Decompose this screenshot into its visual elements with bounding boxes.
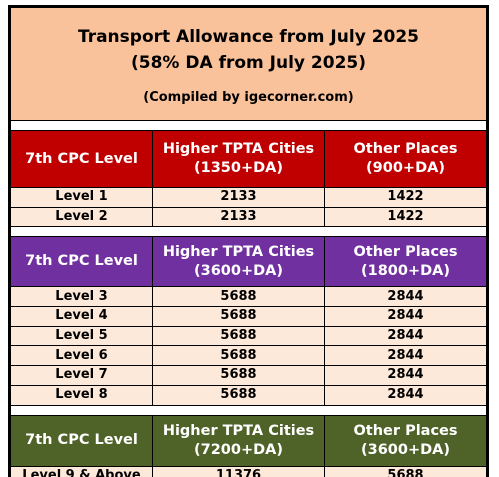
data-cell: 2133 xyxy=(152,206,325,228)
data-row: Level 3 5688 2844 xyxy=(10,286,487,308)
data-cell: Level 2 xyxy=(10,206,153,228)
column-header-line: (900+DA) xyxy=(366,160,445,176)
column-header-line: (1350+DA) xyxy=(193,160,284,176)
data-cell: 5688 xyxy=(324,465,487,477)
data-cell: Level 4 xyxy=(10,306,153,327)
column-header-line: Other Places xyxy=(353,141,458,157)
title: Transport Allowance from July 2025 xyxy=(77,26,420,47)
data-cell: 1422 xyxy=(324,206,487,228)
data-cell: 5688 xyxy=(152,365,325,386)
column-header: 7th CPC Level xyxy=(10,414,153,467)
column-header-line: (1800+DA) xyxy=(360,262,451,279)
data-cell: 2844 xyxy=(324,345,487,367)
data-cell: 1422 xyxy=(324,187,487,208)
column-header-line: Higher TPTA Cities xyxy=(162,422,315,439)
data-cell: Level 8 xyxy=(10,384,153,406)
column-header-line: Higher TPTA Cities xyxy=(162,141,315,157)
column-header: Other Places (1800+DA) xyxy=(324,236,487,288)
section-header: 7th CPC Level Higher TPTA Cities (7200+DA)… xyxy=(10,414,487,467)
column-header-line: (3600+DA) xyxy=(193,262,284,279)
data-cell: Level 7 xyxy=(10,365,153,386)
data-row: Level 7 5688 2844 xyxy=(10,365,487,386)
column-header: Higher TPTA Cities (3600+DA) xyxy=(152,236,325,288)
credit: (Compiled by igecorner.com) xyxy=(143,89,354,105)
data-cell: 5688 xyxy=(152,286,325,308)
data-cell: 5688 xyxy=(152,384,325,406)
column-header: Other Places (3600+DA) xyxy=(324,414,487,467)
data-cell: Level 3 xyxy=(10,286,153,308)
data-row: Level 2 2133 1422 xyxy=(10,206,487,228)
data-row: Level 5 5688 2844 xyxy=(10,325,487,347)
data-cell: Level 5 xyxy=(10,325,153,347)
column-header: 7th CPC Level xyxy=(10,130,153,188)
column-header-line: Other Places xyxy=(353,422,458,439)
column-header-line: 7th CPC Level xyxy=(25,150,138,167)
data-cell: 5688 xyxy=(152,306,325,327)
section-header: 7th CPC Level Higher TPTA Cities (3600+DA)… xyxy=(10,236,487,288)
data-cell: 2844 xyxy=(324,286,487,308)
gap-row xyxy=(10,404,487,416)
header-row: Transport Allowance from July 2025 (58% … xyxy=(10,7,487,121)
data-row: Level 4 5688 2844 xyxy=(10,306,487,327)
subtitle: (58% DA from July 2025) xyxy=(131,52,366,73)
data-cell: 2844 xyxy=(324,306,487,327)
gap-cell xyxy=(10,226,487,238)
data-cell: 2844 xyxy=(324,384,487,406)
data-cell: Level 6 xyxy=(10,345,153,367)
column-header-line: (7200+DA) xyxy=(193,441,284,458)
column-header: Higher TPTA Cities (7200+DA) xyxy=(152,414,325,467)
column-header-line: Higher TPTA Cities xyxy=(162,243,315,260)
header-cell: Transport Allowance from July 2025 (58% … xyxy=(10,7,487,121)
data-row: Level 9 & Above 11376 5688 xyxy=(10,465,487,477)
data-cell: 5688 xyxy=(152,345,325,367)
data-cell: 2844 xyxy=(324,365,487,386)
gap-row xyxy=(10,120,487,131)
data-cell: Level 9 & Above xyxy=(10,465,153,477)
gap-cell xyxy=(10,120,487,131)
data-row: Level 1 2133 1422 xyxy=(10,187,487,208)
data-cell: 2844 xyxy=(324,325,487,347)
column-header: Higher TPTA Cities (1350+DA) xyxy=(152,130,325,188)
column-header-line: 7th CPC Level xyxy=(25,432,138,448)
column-header: Other Places (900+DA) xyxy=(324,130,487,188)
data-row: Level 6 5688 2844 xyxy=(10,345,487,367)
data-cell: Level 1 xyxy=(10,187,153,208)
data-cell: 5688 xyxy=(152,325,325,347)
allowance-table: Transport Allowance from July 2025 (58% … xyxy=(10,7,487,477)
data-row: Level 8 5688 2844 xyxy=(10,384,487,406)
gap-row xyxy=(10,226,487,238)
data-cell: 2133 xyxy=(152,187,325,208)
column-header-line: 7th CPC Level xyxy=(25,253,138,270)
section-header: 7th CPC Level Higher TPTA Cities (1350+DA)… xyxy=(10,130,487,188)
allowance-sheet: Transport Allowance from July 2025 (58% … xyxy=(8,5,489,477)
column-header: 7th CPC Level xyxy=(10,236,153,288)
gap-cell xyxy=(10,404,487,416)
column-header-line: (3600+DA) xyxy=(360,441,451,458)
data-cell: 11376 xyxy=(152,465,325,477)
column-header-line: Other Places xyxy=(353,243,458,260)
